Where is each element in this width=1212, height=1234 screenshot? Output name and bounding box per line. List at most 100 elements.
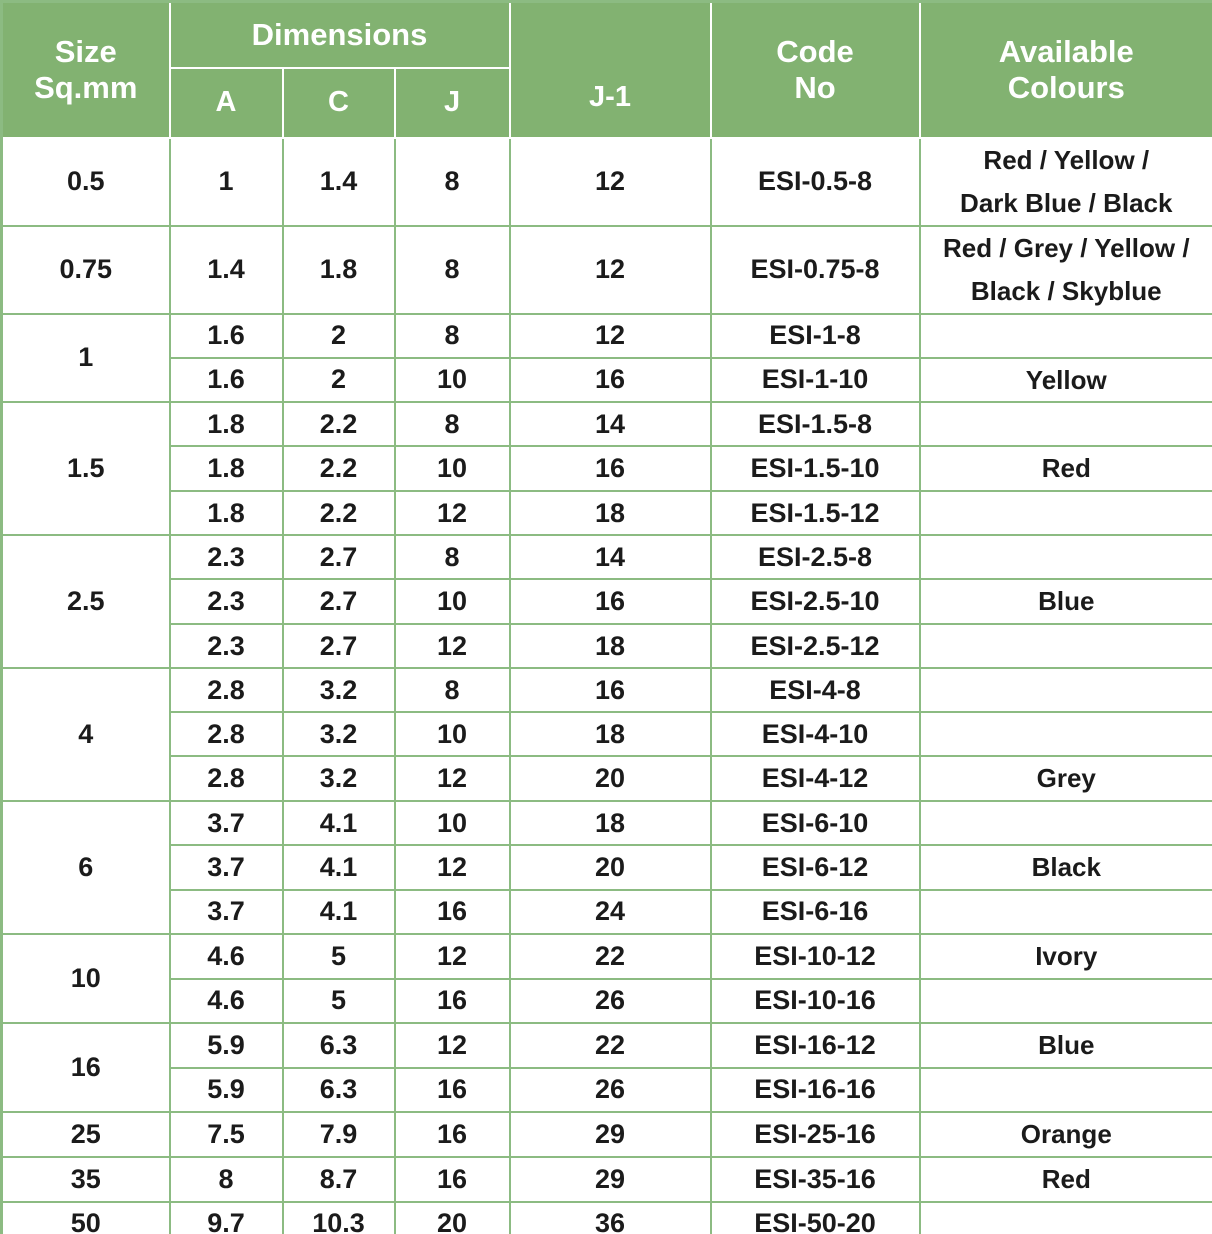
cell-j1: 14 bbox=[508, 401, 712, 448]
cell-a: 2.8 bbox=[168, 667, 284, 714]
cell-c: 7.9 bbox=[281, 1110, 396, 1158]
cell-c: 2.7 bbox=[281, 623, 396, 670]
header-dim-a: A bbox=[168, 66, 284, 139]
cell-code: ESI-2.5-12 bbox=[709, 623, 921, 670]
cell-a: 5.9 bbox=[168, 1066, 284, 1113]
cell-a: 3.7 bbox=[168, 800, 284, 847]
cell-size: 16 bbox=[0, 1021, 171, 1113]
cell-j1: 16 bbox=[508, 445, 712, 493]
cell-size: 50 bbox=[0, 1200, 171, 1234]
cell-colour: Red bbox=[918, 1155, 1212, 1203]
cell-code: ESI-10-12 bbox=[709, 932, 921, 980]
cell-j: 20 bbox=[393, 1200, 511, 1234]
cell-j: 8 bbox=[393, 401, 511, 448]
cell-a: 9.7 bbox=[168, 1200, 284, 1234]
header-size: Size Sq.mm bbox=[0, 0, 171, 139]
cell-j1: 22 bbox=[508, 1021, 712, 1069]
cell-code: ESI-6-16 bbox=[709, 888, 921, 935]
cell-colour bbox=[918, 977, 1212, 1024]
cell-colour: Black bbox=[918, 844, 1212, 891]
cell-code: ESI-1.5-12 bbox=[709, 490, 921, 537]
cell-colour: Red / Yellow / Dark Blue / Black bbox=[918, 136, 1212, 227]
cell-code: ESI-50-20 bbox=[709, 1200, 921, 1234]
cell-a: 2.8 bbox=[168, 755, 284, 803]
cell-c: 6.3 bbox=[281, 1066, 396, 1113]
cell-size: 1 bbox=[0, 312, 171, 404]
cell-colour bbox=[918, 711, 1212, 758]
cell-colour: Ivory bbox=[918, 932, 1212, 980]
cell-code: ESI-0.5-8 bbox=[709, 136, 921, 227]
cell-j: 16 bbox=[393, 888, 511, 935]
cell-j1: 29 bbox=[508, 1155, 712, 1203]
cell-j1: 16 bbox=[508, 667, 712, 714]
cell-colour bbox=[918, 1200, 1212, 1234]
cell-j1: 12 bbox=[508, 136, 712, 227]
cell-c: 2.2 bbox=[281, 490, 396, 537]
cell-c: 8.7 bbox=[281, 1155, 396, 1203]
cell-code: ESI-10-16 bbox=[709, 977, 921, 1024]
cell-a: 1.6 bbox=[168, 356, 284, 404]
cell-size: 0.5 bbox=[0, 136, 171, 227]
cell-a: 3.7 bbox=[168, 844, 284, 891]
cell-j1: 22 bbox=[508, 932, 712, 980]
cell-c: 5 bbox=[281, 932, 396, 980]
cell-a: 8 bbox=[168, 1155, 284, 1203]
cell-colour bbox=[918, 490, 1212, 537]
header-dim-c: C bbox=[281, 66, 396, 139]
cell-j: 12 bbox=[393, 844, 511, 891]
cell-size: 1.5 bbox=[0, 401, 171, 537]
cell-j1: 26 bbox=[508, 1066, 712, 1113]
cell-code: ESI-25-16 bbox=[709, 1110, 921, 1158]
cell-code: ESI-1-10 bbox=[709, 356, 921, 404]
cell-code: ESI-6-12 bbox=[709, 844, 921, 891]
cell-c: 2 bbox=[281, 312, 396, 359]
cell-a: 1 bbox=[168, 136, 284, 227]
cell-j1: 12 bbox=[508, 312, 712, 359]
cell-code: ESI-1.5-10 bbox=[709, 445, 921, 493]
cell-j1: 18 bbox=[508, 800, 712, 847]
cell-colour: Red bbox=[918, 445, 1212, 493]
cell-colour bbox=[918, 1066, 1212, 1113]
cell-c: 10.3 bbox=[281, 1200, 396, 1234]
header-available-colours: Available Colours bbox=[918, 0, 1212, 139]
cell-j1: 18 bbox=[508, 490, 712, 537]
cell-size: 2.5 bbox=[0, 534, 171, 670]
cell-c: 6.3 bbox=[281, 1021, 396, 1069]
cell-j: 10 bbox=[393, 711, 511, 758]
cell-j1: 12 bbox=[508, 224, 712, 315]
cell-c: 1.8 bbox=[281, 224, 396, 315]
cell-a: 3.7 bbox=[168, 888, 284, 935]
cell-c: 2.2 bbox=[281, 445, 396, 493]
cell-c: 3.2 bbox=[281, 755, 396, 803]
cell-c: 2.2 bbox=[281, 401, 396, 448]
cell-j: 10 bbox=[393, 578, 511, 626]
cell-j: 12 bbox=[393, 623, 511, 670]
cell-c: 4.1 bbox=[281, 888, 396, 935]
cell-code: ESI-2.5-10 bbox=[709, 578, 921, 626]
cell-c: 2.7 bbox=[281, 578, 396, 626]
cell-c: 1.4 bbox=[281, 136, 396, 227]
cell-j1: 16 bbox=[508, 578, 712, 626]
cell-j: 12 bbox=[393, 490, 511, 537]
cell-j: 10 bbox=[393, 800, 511, 847]
cell-size: 4 bbox=[0, 667, 171, 803]
cell-colour: Grey bbox=[918, 755, 1212, 803]
cell-code: ESI-4-12 bbox=[709, 755, 921, 803]
cell-colour bbox=[918, 623, 1212, 670]
cell-a: 1.8 bbox=[168, 445, 284, 493]
cell-a: 2.8 bbox=[168, 711, 284, 758]
cell-code: ESI-1-8 bbox=[709, 312, 921, 359]
cell-j1: 16 bbox=[508, 356, 712, 404]
cell-j1: 18 bbox=[508, 623, 712, 670]
cell-a: 4.6 bbox=[168, 977, 284, 1024]
cell-j: 16 bbox=[393, 1155, 511, 1203]
cell-j: 16 bbox=[393, 1066, 511, 1113]
cell-j: 10 bbox=[393, 356, 511, 404]
cell-j: 8 bbox=[393, 667, 511, 714]
cell-j: 12 bbox=[393, 1021, 511, 1069]
cell-code: ESI-0.75-8 bbox=[709, 224, 921, 315]
cell-code: ESI-4-10 bbox=[709, 711, 921, 758]
cell-size: 25 bbox=[0, 1110, 171, 1158]
